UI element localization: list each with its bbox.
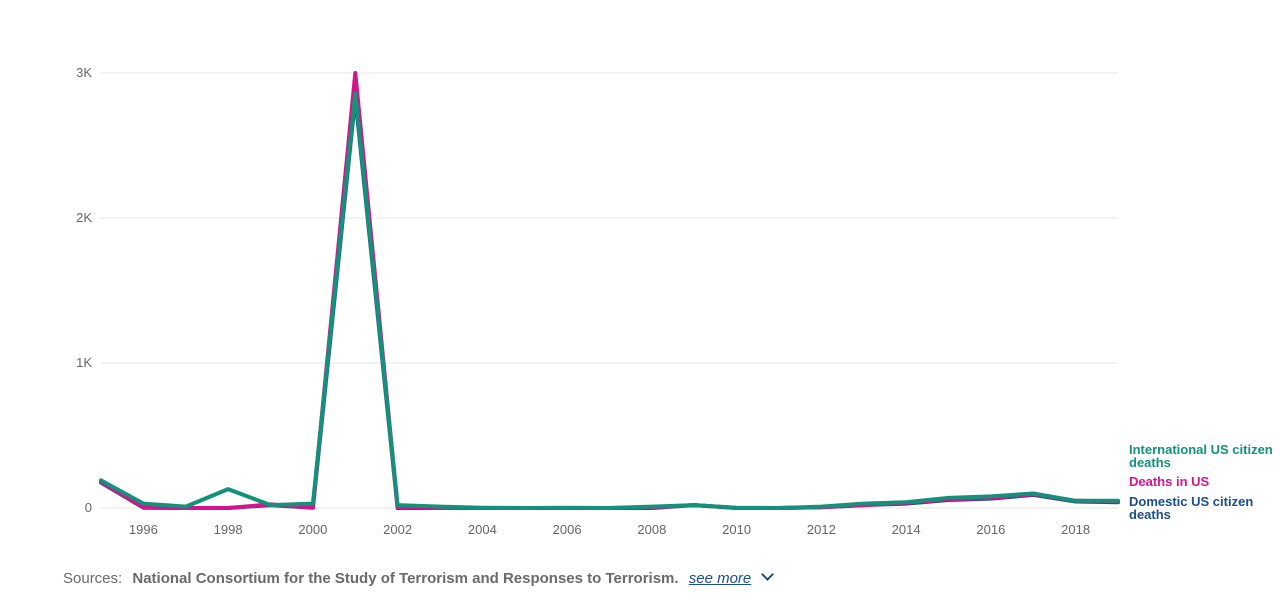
line-chart: 0 1K 2K 3K 1996 1998 2000 2002 2004 2006 2008 2010 2… (76, 65, 1273, 537)
x-tick-label: 1996 (129, 522, 158, 537)
x-tick-label: 2008 (637, 522, 666, 537)
series-line-domestic-us-citizen-deaths[interactable] (99, 95, 1120, 510)
x-tick-label: 2000 (298, 522, 327, 537)
series-lines (99, 71, 1120, 510)
x-tick-label: 2012 (807, 522, 836, 537)
series-line-deaths-in-us[interactable] (99, 71, 1120, 510)
legend-label: International US citizen deaths (1129, 442, 1273, 470)
x-tick-label: 2010 (722, 522, 751, 537)
gridlines (101, 72, 1118, 509)
y-tick-label: 1K (76, 355, 92, 370)
x-tick-label: 2016 (976, 522, 1005, 537)
sources-text: National Consortium for the Study of Ter… (132, 570, 679, 587)
sources-footer: Sources: National Consortium for the Stu… (63, 568, 775, 587)
x-tick-label: 2004 (468, 522, 497, 537)
y-tick-label: 2K (76, 210, 92, 225)
x-tick-label: 2014 (892, 522, 921, 537)
chevron-down-icon[interactable] (761, 568, 775, 581)
y-tick-label: 3K (76, 65, 92, 80)
x-tick-label: 1998 (214, 522, 243, 537)
legend-label: Domestic US citizen deaths (1129, 494, 1253, 522)
x-tick-label: 2018 (1061, 522, 1090, 537)
legend: International US citizen deaths Deaths in … (1129, 442, 1273, 522)
axis-labels: 0 1K 2K 3K 1996 1998 2000 2002 2004 2006 2008 2010 2… (76, 65, 1090, 537)
series-line-international-us-citizen-deaths[interactable] (99, 91, 1120, 510)
y-tick-label: 0 (85, 500, 92, 515)
see-more-link[interactable]: see more (688, 570, 752, 587)
legend-label: Deaths in US (1129, 474, 1210, 489)
x-tick-label: 2002 (383, 522, 412, 537)
x-tick-label: 2006 (553, 522, 582, 537)
sources-label: Sources: (63, 570, 123, 587)
